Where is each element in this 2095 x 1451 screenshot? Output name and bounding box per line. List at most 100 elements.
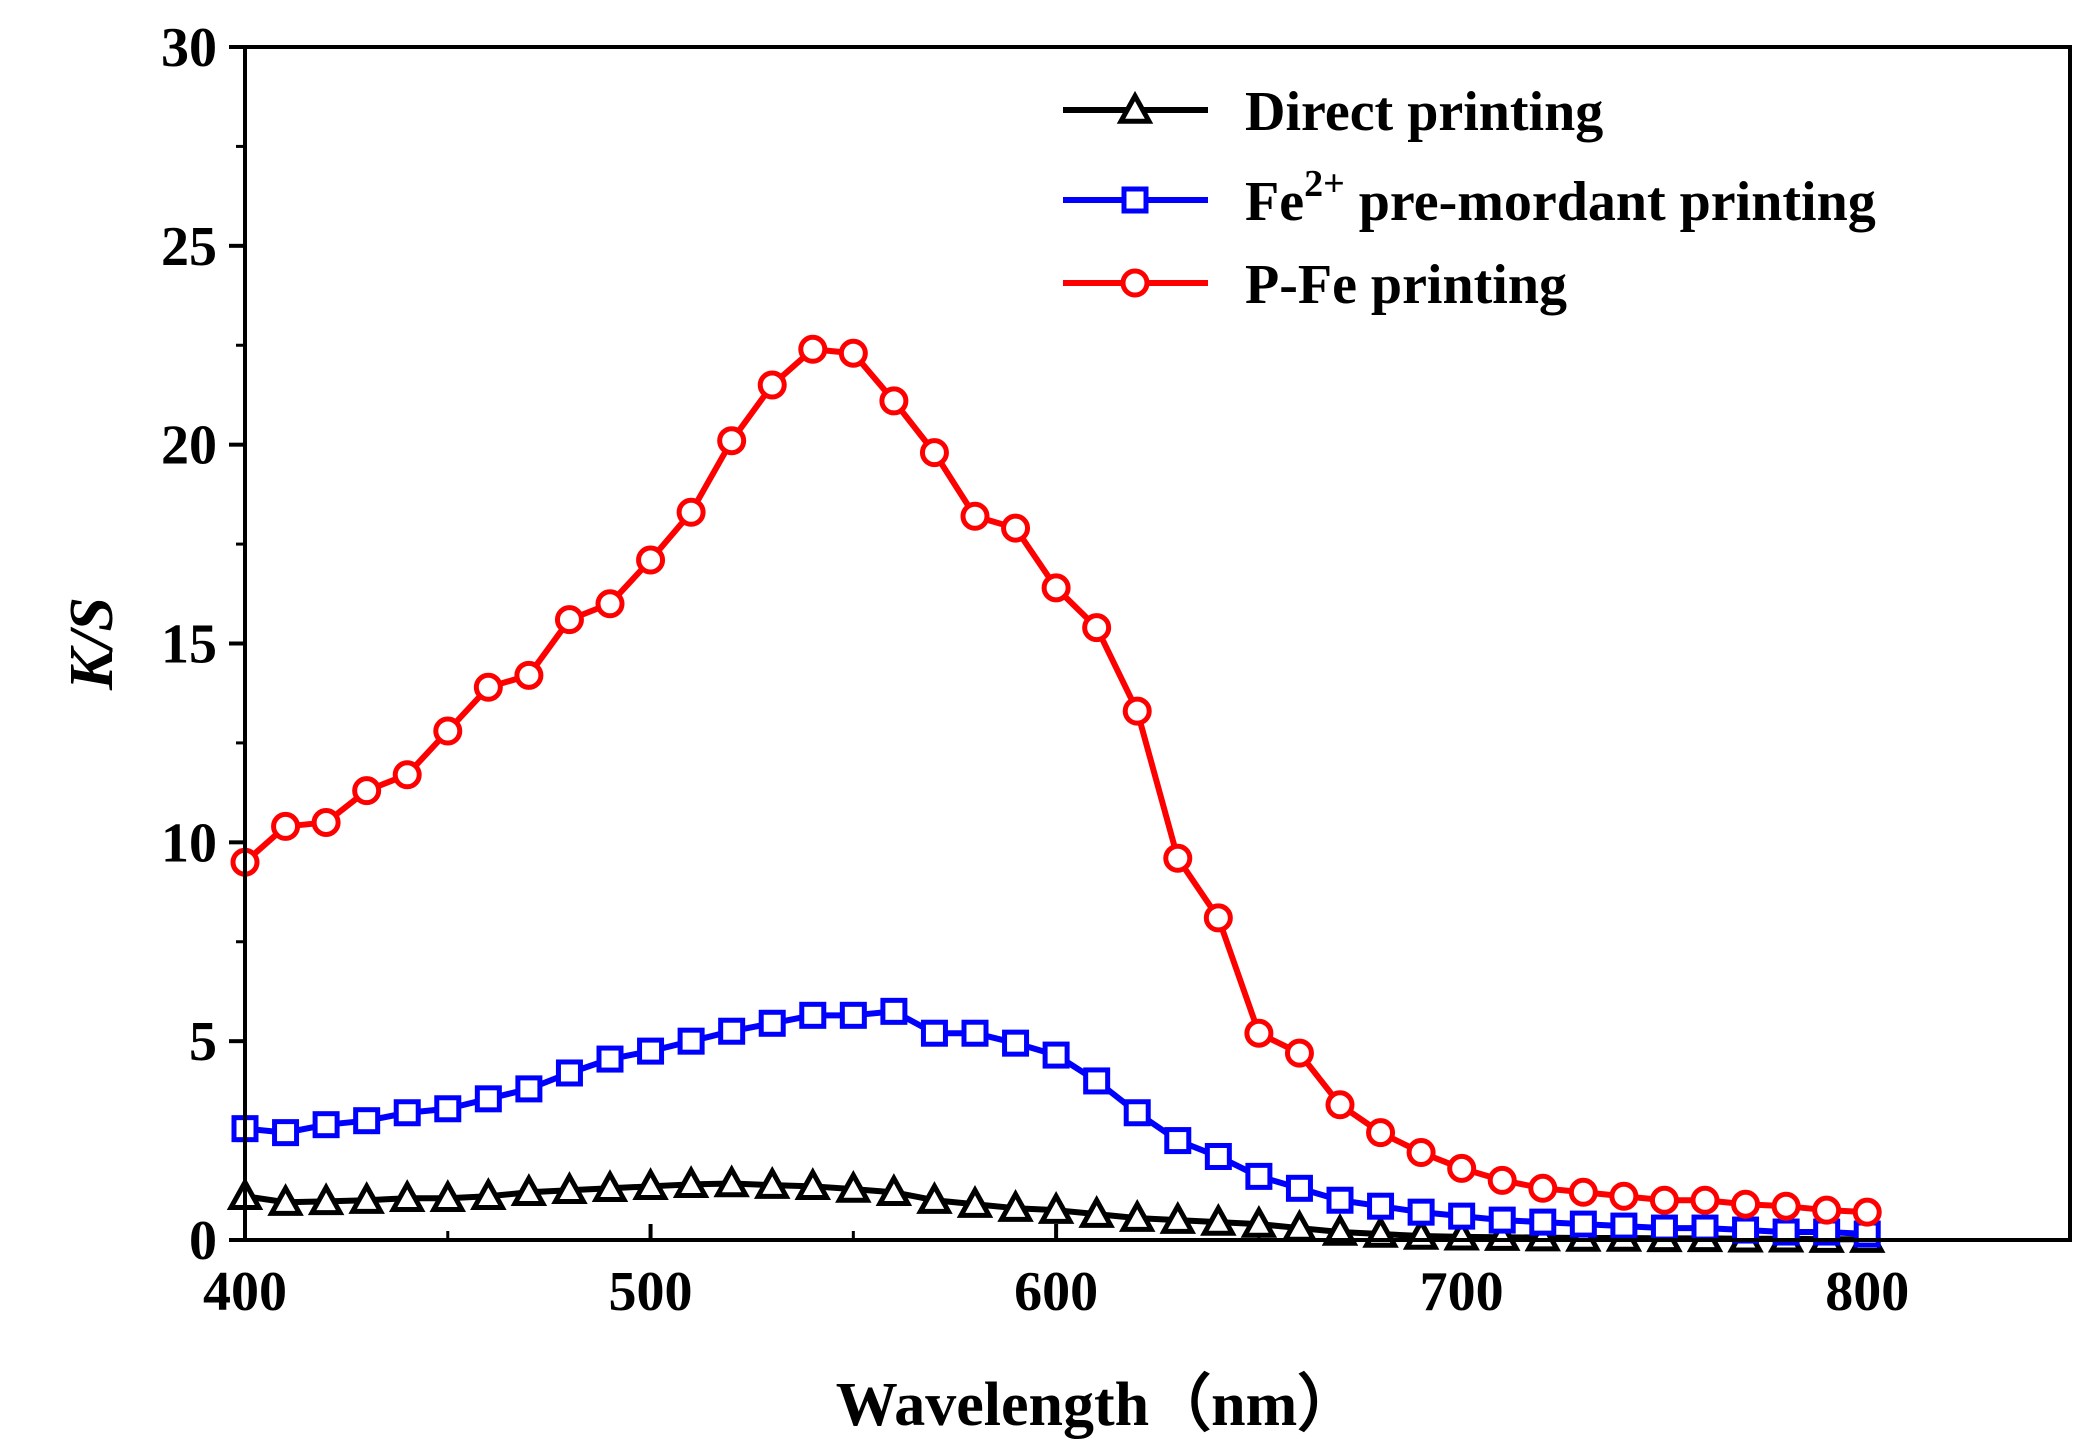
data-point — [1528, 1173, 1558, 1203]
data-point — [271, 811, 301, 841]
data-point — [757, 370, 787, 400]
series-layer — [226, 334, 1886, 1253]
series-square — [231, 997, 1881, 1248]
data-point — [352, 776, 382, 806]
y-tick-label: 25 — [161, 216, 217, 278]
data-point — [718, 1017, 746, 1045]
data-point — [393, 1099, 421, 1127]
data-point — [1164, 1127, 1192, 1155]
data-point — [798, 334, 828, 364]
legend-label: Fe2+ pre-mordant printing — [1245, 163, 1876, 233]
data-point — [1569, 1210, 1597, 1238]
y-tick-label: 15 — [161, 614, 217, 676]
data-point — [956, 1185, 994, 1218]
x-tick-label: 600 — [1014, 1261, 1098, 1323]
data-point — [1407, 1198, 1435, 1226]
legend-entry: Fe2+ pre-mordant printing — [1063, 163, 1876, 233]
data-point — [794, 1167, 832, 1201]
data-point — [1042, 1041, 1070, 1069]
data-point — [554, 605, 584, 635]
data-point — [799, 1001, 827, 1029]
plot-frame — [243, 45, 2072, 1242]
data-point — [1083, 1067, 1111, 1095]
data-point — [1812, 1195, 1842, 1225]
data-point — [596, 1045, 624, 1073]
data-point — [1650, 1214, 1678, 1242]
data-point — [636, 545, 666, 575]
data-point — [920, 1019, 948, 1047]
data-point — [1321, 1212, 1359, 1246]
y-axis-title: K/S — [58, 597, 126, 691]
x-tick-label: 500 — [609, 1261, 693, 1323]
data-point — [1731, 1189, 1761, 1219]
data-point — [1001, 513, 1031, 543]
data-point — [875, 1173, 913, 1206]
data-point — [1609, 1181, 1639, 1211]
data-point — [835, 1169, 872, 1203]
data-point — [1448, 1202, 1476, 1230]
data-point — [1002, 1029, 1030, 1057]
legend-label: Direct printing — [1245, 81, 1603, 143]
data-point — [1610, 1212, 1638, 1240]
data-point — [1649, 1185, 1679, 1215]
data-point — [515, 1075, 543, 1103]
y-axis-ticks: 0 5 10 15 20 25 30 — [161, 17, 245, 1272]
data-point — [1284, 1038, 1314, 1068]
data-point — [1203, 903, 1233, 933]
data-point — [470, 1177, 507, 1210]
data-point — [1483, 1218, 1521, 1251]
data-point — [997, 1189, 1034, 1222]
data-point — [1325, 1090, 1355, 1120]
y-tick-label: 20 — [161, 415, 217, 477]
data-point — [307, 1182, 345, 1216]
data-point — [637, 1037, 665, 1065]
data-point — [1118, 1198, 1156, 1232]
y-tick-label: 30 — [161, 17, 217, 79]
data-point — [839, 1001, 867, 1029]
data-point — [1078, 1195, 1115, 1228]
data-point — [672, 1165, 710, 1199]
data-point — [474, 1085, 502, 1113]
data-point — [1037, 1191, 1075, 1224]
data-point — [1406, 1138, 1436, 1168]
x-axis-title: Wavelength（nm） — [836, 1369, 1360, 1439]
data-point — [1204, 1142, 1232, 1170]
data-point — [1123, 1099, 1151, 1127]
data-point — [1487, 1165, 1517, 1195]
data-point — [312, 1111, 340, 1139]
data-point — [960, 501, 990, 531]
data-point — [1488, 1206, 1516, 1234]
legend-marker — [1120, 268, 1150, 298]
data-point — [429, 1179, 467, 1212]
data-point — [1852, 1197, 1882, 1227]
legend-label: P-Fe printing — [1245, 254, 1567, 316]
data-point — [1326, 1186, 1354, 1214]
legend-label-main: P-Fe printing — [1245, 254, 1567, 316]
data-point — [1366, 1118, 1396, 1148]
y-tick-label: 10 — [161, 812, 217, 874]
data-point — [1240, 1204, 1278, 1238]
data-point — [713, 1164, 750, 1198]
data-point — [433, 716, 463, 746]
y-tick-label: 0 — [189, 1210, 217, 1272]
data-point — [919, 438, 949, 468]
data-point — [916, 1181, 953, 1214]
data-point — [1568, 1177, 1598, 1207]
legend-label-sup: 2+ — [1304, 163, 1345, 205]
legend-label-main: Fe — [1245, 171, 1304, 233]
legend-marker — [1121, 186, 1149, 214]
x-tick-label: 700 — [1420, 1261, 1504, 1323]
data-point — [591, 1169, 629, 1203]
data-point — [1159, 1200, 1197, 1234]
data-point — [1732, 1216, 1760, 1244]
series-circle — [230, 334, 1882, 1227]
data-point — [1402, 1216, 1440, 1250]
data-point — [473, 672, 503, 702]
legend-marker — [1116, 90, 1154, 124]
data-point — [311, 807, 341, 837]
data-point — [1041, 573, 1071, 603]
data-point — [1691, 1214, 1719, 1242]
data-point — [514, 660, 544, 690]
data-point — [1367, 1192, 1395, 1220]
